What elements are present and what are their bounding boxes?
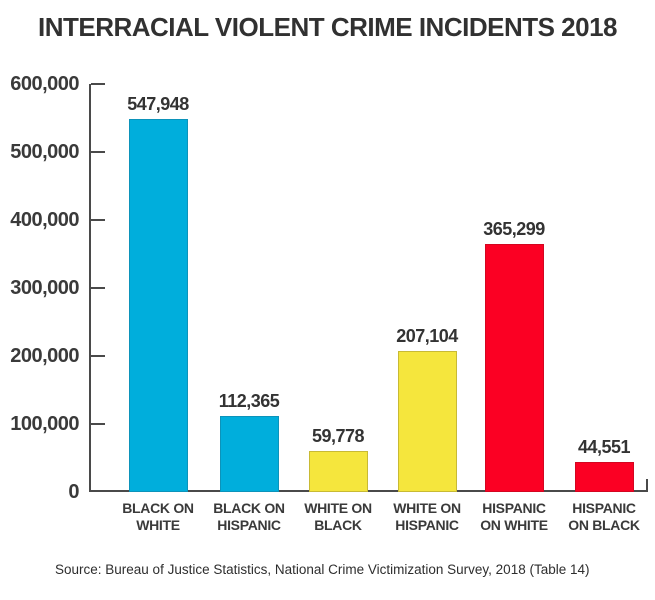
bar-black-on-white [128,119,188,492]
y-tick-label: 400,000 [10,209,79,231]
y-tick [91,83,105,85]
bar-hispanic-on-black [574,461,634,492]
bar-value-label: 44,551 [577,436,631,457]
y-tick-label: 200,000 [10,345,79,367]
bar-white-on-black [308,451,368,492]
bar-value-label: 547,948 [127,94,189,115]
y-tick [91,219,105,221]
bar-white-on-hispanic [397,351,457,492]
y-tick-label: 100,000 [10,413,79,435]
bar-hispanic-on-white [484,243,544,492]
x-category-label: HISPANIC ON BLACK [568,500,640,533]
y-axis-line [89,84,91,492]
x-category-label: BLACK ON HISPANIC [213,500,285,533]
y-tick-label: 0 [68,481,79,503]
x-axis-line [89,490,648,492]
x-category-label: BLACK ON WHITE [122,500,194,533]
y-tick [91,287,105,289]
bar-value-label: 207,104 [396,326,458,347]
bar-value-label: 112,365 [218,390,280,411]
bar-value-label: 365,299 [483,218,545,239]
y-tick-label: 600,000 [10,73,79,95]
x-category-label: WHITE ON BLACK [304,500,372,533]
bar-black-on-hispanic [219,415,279,492]
y-tick-label: 300,000 [10,277,79,299]
y-tick [91,423,105,425]
x-category-label: HISPANIC ON WHITE [480,500,548,533]
y-tick [91,355,105,357]
y-tick-label: 500,000 [10,141,79,163]
x-axis-end-tick [646,479,648,491]
chart-title: INTERRACIAL VIOLENT CRIME INCIDENTS 2018 [37,12,618,42]
x-category-label: WHITE ON HISPANIC [393,500,461,533]
y-tick [91,151,105,153]
source-note: Source: Bureau of Justice Statistics, Na… [55,562,590,577]
bar-value-label: 59,778 [311,426,365,447]
